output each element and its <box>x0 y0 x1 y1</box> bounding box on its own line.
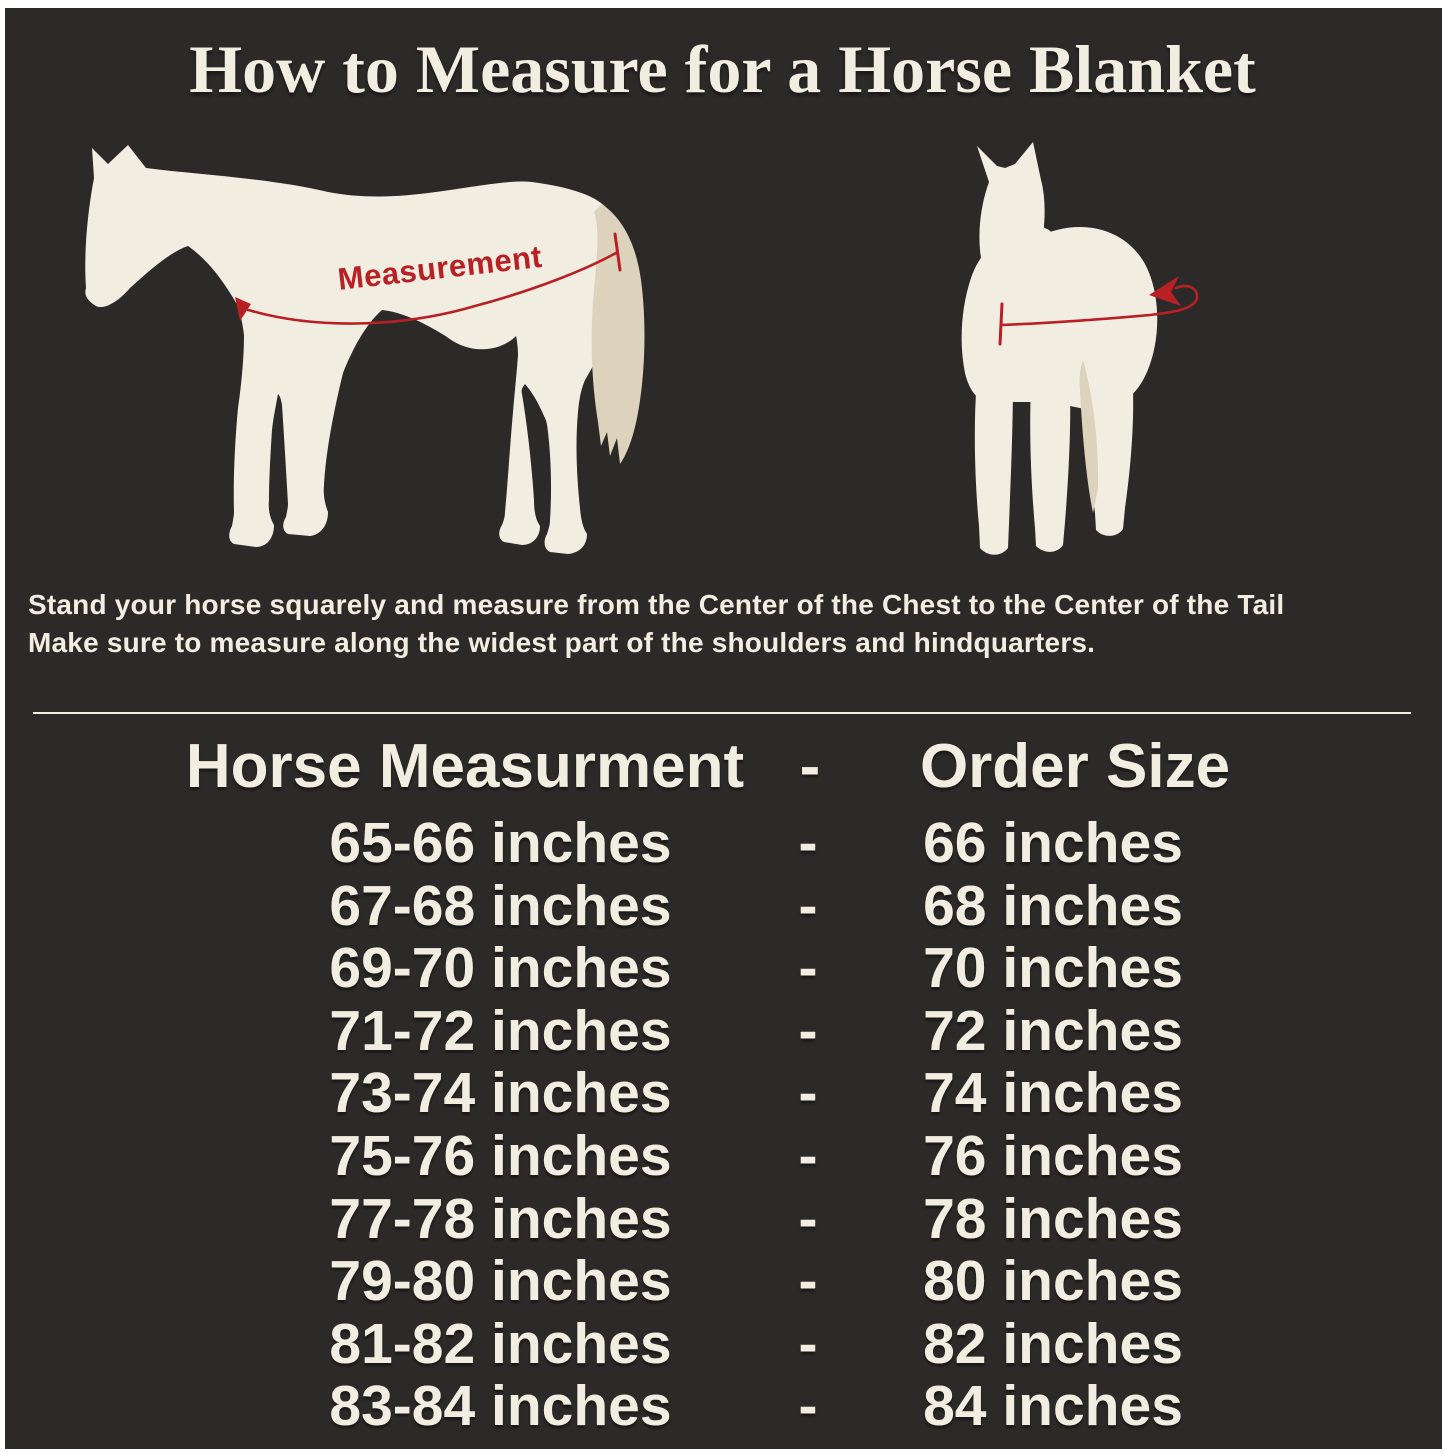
table-row: 79-80 inches - 80 inches <box>228 1250 1445 1313</box>
measurement-line <box>240 251 618 325</box>
instructions-text: Stand your horse squarely and measure fr… <box>28 586 1418 662</box>
header-measurement-column: Horse Measurment <box>185 732 745 801</box>
measurement-end-tick <box>613 232 622 272</box>
row-order: 66 inches <box>923 811 1183 875</box>
row-measurement: 71-72 inches <box>329 998 672 1063</box>
row-order: 72 inches <box>923 998 1183 1063</box>
instructions-line1: Stand your horse squarely and measure fr… <box>28 589 1285 620</box>
table-row: 83-84 inches - 84 inches <box>228 1375 1445 1438</box>
girth-line <box>999 284 1199 327</box>
page-title: How to Measure for a Horse Blanket <box>189 31 1256 107</box>
row-separator: - <box>798 1311 818 1376</box>
header-order-column: Order Size <box>919 732 1231 801</box>
row-order: 76 inches <box>923 1123 1183 1188</box>
row-order: 68 inches <box>923 873 1183 938</box>
row-order: 70 inches <box>923 936 1183 1001</box>
front-horse-leg-right <box>1030 384 1071 552</box>
front-horse-head <box>977 142 1045 288</box>
size-chart: Horse Measurment - Order Size 65-66 inch… <box>0 730 1445 1438</box>
table-row: 65-66 inches - 66 inches <box>228 812 1445 875</box>
front-horse-hind-leg <box>1086 386 1134 536</box>
row-order: 84 inches <box>923 1374 1183 1439</box>
front-horse-leg-left <box>974 378 1013 555</box>
table-row: 69-70 inches - 70 inches <box>228 937 1445 1000</box>
table-row: 67-68 inches - 68 inches <box>228 873 1445 938</box>
row-measurement: 79-80 inches <box>329 1249 672 1314</box>
row-separator: - <box>798 998 818 1063</box>
row-measurement: 83-84 inches <box>329 1374 672 1439</box>
front-horse-tail <box>1079 360 1099 513</box>
row-separator: - <box>798 1249 818 1314</box>
row-order: 78 inches <box>923 1186 1183 1251</box>
table-row: 75-76 inches - 76 inches <box>228 1125 1445 1188</box>
divider-line <box>33 712 1411 714</box>
side-horse-illustration <box>85 145 645 554</box>
row-measurement: 65-66 inches <box>329 811 672 875</box>
row-separator: - <box>798 1123 818 1188</box>
instructions-line2: Make sure to measure along the widest pa… <box>28 627 1096 658</box>
table-row: 77-78 inches - 78 inches <box>228 1186 1445 1251</box>
row-separator: - <box>798 811 818 875</box>
size-table-body: 65-66 inches - 66 inches 67-68 inches - … <box>0 812 1445 1438</box>
row-separator: - <box>798 873 818 938</box>
table-row: 81-82 inches - 82 inches <box>228 1313 1445 1376</box>
girth-arrowhead-icon <box>1149 276 1181 306</box>
row-separator: - <box>798 1374 818 1439</box>
row-measurement: 67-68 inches <box>329 873 672 938</box>
row-measurement: 81-82 inches <box>329 1311 672 1376</box>
front-horse-illustration <box>961 142 1199 555</box>
table-row: 73-74 inches - 74 inches <box>228 1062 1445 1125</box>
row-measurement: 77-78 inches <box>329 1186 672 1251</box>
size-chart-header: Horse Measurment - Order Size <box>165 730 1445 804</box>
row-order: 82 inches <box>923 1311 1183 1376</box>
header-separator: - <box>799 732 821 801</box>
side-horse-silhouette <box>85 145 623 554</box>
row-measurement: 73-74 inches <box>329 1061 672 1126</box>
table-row: 71-72 inches - 72 inches <box>228 1000 1445 1063</box>
row-separator: - <box>798 1186 818 1251</box>
side-horse-tail <box>591 204 645 464</box>
row-measurement: 69-70 inches <box>329 936 672 1001</box>
row-separator: - <box>798 936 818 1001</box>
row-order: 74 inches <box>923 1061 1183 1126</box>
row-measurement: 75-76 inches <box>329 1123 672 1188</box>
row-order: 80 inches <box>923 1249 1183 1314</box>
row-separator: - <box>798 1061 818 1126</box>
